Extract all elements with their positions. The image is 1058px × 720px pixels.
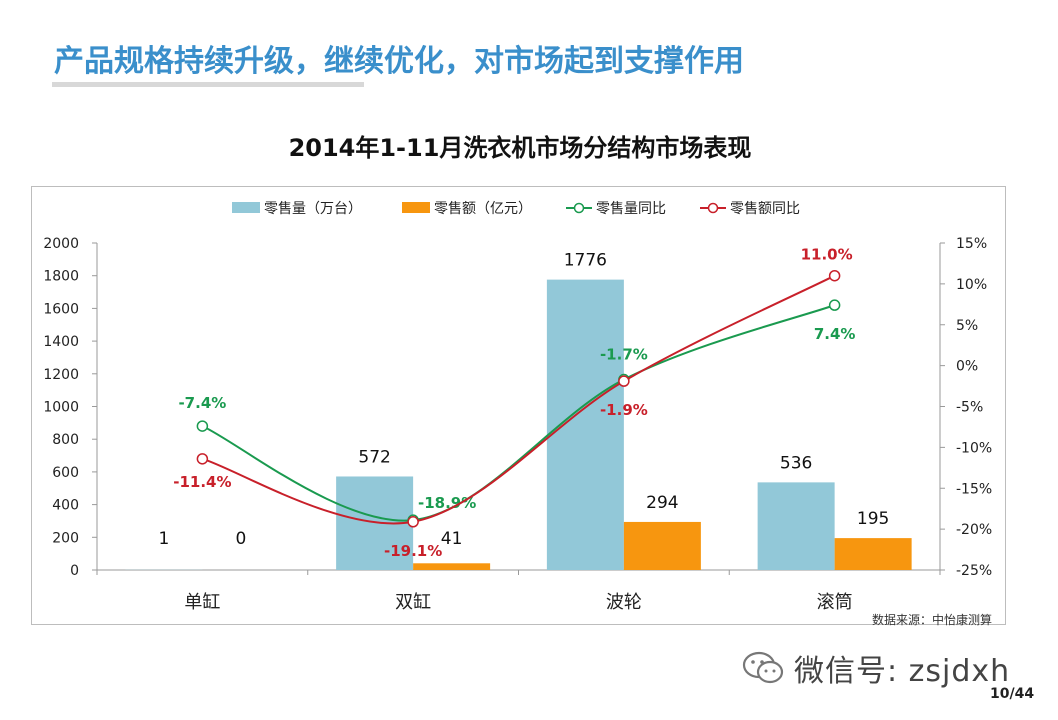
- watermark-text: 微信号: zsjdxh: [794, 654, 1011, 689]
- legend-marker-retail-volume-yoy: [573, 202, 585, 214]
- y-right-tick-label: -25%: [956, 563, 992, 579]
- label-retail-value-yoy: -11.4%: [173, 473, 231, 491]
- title-underline: [52, 82, 364, 87]
- legend-label-retail-value: 零售额（亿元）: [434, 201, 532, 217]
- label-retail-volume-yoy: -1.7%: [600, 346, 648, 364]
- legend-label-retail-volume-yoy: 零售量同比: [596, 201, 666, 217]
- y-right-tick-label: 15%: [956, 236, 987, 252]
- y-left-tick-label: 1200: [43, 367, 79, 383]
- point-retail-value-yoy: [196, 453, 209, 465]
- legend-label-retail-value-yoy: 零售额同比: [730, 201, 800, 217]
- y-left-tick-label: 0: [70, 563, 79, 579]
- bar-label-retail-volume: 536: [780, 453, 812, 473]
- slide-title: 产品规格持续升级，继续优化，对市场起到支撑作用: [54, 44, 744, 79]
- x-tick-label: 双缸: [395, 591, 431, 613]
- label-retail-value-yoy: -1.9%: [600, 401, 648, 419]
- y-left-tick-label: 800: [52, 432, 79, 448]
- chart-title: 2014年1-11月洗衣机市场分结构市场表现: [288, 134, 752, 162]
- y-right-tick-label: 10%: [956, 277, 987, 293]
- point-retail-volume-yoy: [196, 420, 209, 432]
- legend-marker-retail-value-yoy: [707, 202, 719, 214]
- page-number: 10/44: [990, 686, 1035, 702]
- label-retail-volume-yoy: -7.4%: [178, 394, 226, 412]
- x-tick-label: 滚筒: [817, 592, 853, 613]
- y-right-tick-label: 0%: [956, 359, 978, 375]
- bar-label-retail-value: 41: [441, 529, 463, 549]
- source-note: 数据来源：中怡康测算: [872, 613, 993, 627]
- bar-label-retail-value: 195: [857, 509, 889, 529]
- y-left-tick-label: 400: [52, 498, 79, 514]
- bar-label-retail-value: 294: [646, 493, 678, 513]
- wechat-icon: [742, 651, 784, 684]
- y-left-tick-label: 600: [52, 465, 79, 481]
- x-tick-label: 单缸: [184, 591, 220, 613]
- point-retail-value-yoy: [828, 269, 841, 282]
- bar-label-retail-value: 0: [235, 529, 246, 549]
- legend-swatch-retail-value: [402, 202, 430, 213]
- bar-retail-value: [413, 563, 491, 570]
- label-retail-volume-yoy: 7.4%: [814, 325, 856, 343]
- y-left-tick-label: 2000: [43, 236, 79, 252]
- bar-retail-value: [623, 521, 701, 570]
- legend-swatch-retail-volume: [232, 202, 260, 213]
- y-left-tick-label: 1000: [43, 400, 79, 416]
- line-retail-volume-yoy: [201, 304, 835, 522]
- line-retail-value-yoy: [202, 274, 836, 525]
- wechat-watermark: 微信号: zsjdxh: [742, 646, 1010, 690]
- label-retail-value-yoy: 11.0%: [801, 246, 853, 264]
- y-right-tick-label: -15%: [956, 481, 992, 497]
- bar-retail-volume: [757, 482, 835, 570]
- bar-label-retail-volume: 572: [358, 447, 390, 467]
- bar-label-retail-volume: 1776: [564, 251, 607, 271]
- legend-label-retail-volume: 零售量（万台）: [264, 201, 362, 217]
- y-right-tick-label: -10%: [956, 440, 992, 456]
- y-left-tick-label: 1400: [43, 334, 79, 350]
- label-retail-volume-yoy: -18.9%: [418, 494, 476, 512]
- bar-retail-volume: [546, 279, 624, 570]
- label-retail-value-yoy: -19.1%: [384, 542, 442, 560]
- x-tick-label: 波轮: [606, 592, 642, 613]
- y-right-tick-label: -20%: [956, 522, 992, 538]
- point-retail-value-yoy: [618, 375, 630, 387]
- y-left-tick-label: 1800: [43, 269, 79, 285]
- bar-label-retail-volume: 1: [158, 529, 169, 549]
- chart-frame: [31, 186, 1006, 625]
- y-left-tick-label: 1600: [43, 301, 79, 317]
- point-retail-volume-yoy: [828, 299, 841, 311]
- y-left-tick-label: 200: [52, 530, 79, 546]
- y-right-tick-label: -5%: [956, 400, 983, 416]
- y-right-tick-label: 5%: [956, 318, 978, 334]
- bar-retail-value: [834, 538, 912, 570]
- point-retail-value-yoy: [407, 516, 419, 528]
